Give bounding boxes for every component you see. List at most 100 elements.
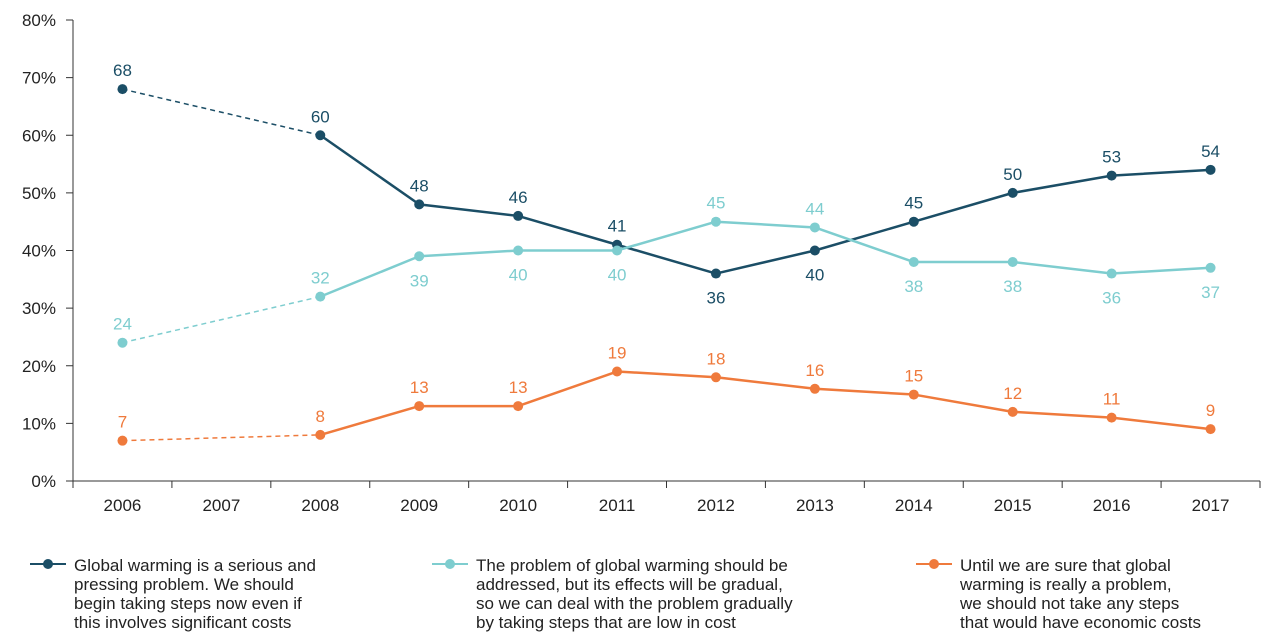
series-line-dashed-segment	[122, 434, 321, 442]
data-label: 60	[311, 107, 330, 126]
legend-label: Until we are sure that global warming is…	[960, 556, 1201, 632]
data-point	[1007, 187, 1018, 198]
data-point	[908, 257, 919, 268]
data-label: 45	[904, 194, 923, 213]
data-point	[513, 210, 524, 221]
data-label: 41	[608, 217, 627, 236]
series-line-dashed-segment	[122, 295, 321, 344]
x-tick-label: 2009	[400, 496, 438, 515]
data-point	[1106, 412, 1117, 423]
x-tick-label: 2017	[1192, 496, 1230, 515]
data-point	[414, 251, 425, 262]
data-label: 7	[118, 413, 127, 432]
data-point	[710, 268, 721, 279]
data-point	[315, 130, 326, 141]
x-tick-label: 2016	[1093, 496, 1131, 515]
data-label: 40	[608, 266, 627, 285]
data-point	[117, 435, 128, 446]
x-tick-label: 2007	[202, 496, 240, 515]
data-point	[513, 245, 524, 256]
series-line-dashed-segment	[122, 88, 321, 136]
data-label: 36	[706, 289, 725, 308]
data-point	[1007, 406, 1018, 417]
data-point	[809, 245, 820, 256]
y-tick-label: 30%	[22, 299, 56, 318]
data-point	[513, 401, 524, 412]
y-tick-label: 40%	[22, 242, 56, 261]
data-label: 44	[805, 199, 824, 218]
data-label: 18	[706, 349, 725, 368]
data-label: 53	[1102, 148, 1121, 167]
data-label: 40	[509, 266, 528, 285]
data-point	[710, 372, 721, 383]
legend-label: Global warming is a serious and pressing…	[74, 556, 316, 632]
data-label: 50	[1003, 165, 1022, 184]
data-point	[315, 291, 326, 302]
data-label: 24	[113, 315, 132, 334]
data-point	[908, 216, 919, 227]
data-point	[612, 366, 623, 377]
data-label: 9	[1206, 401, 1215, 420]
data-point	[612, 245, 623, 256]
legend-item-serious-problem: Global warming is a serious and pressing…	[30, 556, 380, 632]
y-tick-label: 70%	[22, 69, 56, 88]
data-label: 46	[509, 188, 528, 207]
legend-label: The problem of global warming should be …	[476, 556, 793, 632]
data-point	[117, 337, 128, 348]
data-point	[315, 429, 326, 440]
legend-item-no-steps: Until we are sure that global warming is…	[916, 556, 1261, 632]
x-tick-label: 2015	[994, 496, 1032, 515]
orange-line-marker-icon	[916, 559, 952, 569]
data-label: 37	[1201, 283, 1220, 302]
data-point	[1106, 170, 1117, 181]
legend-item-gradual-steps: The problem of global warming should be …	[432, 556, 872, 632]
data-point	[414, 401, 425, 412]
series-line	[319, 134, 1211, 275]
data-label: 38	[1003, 277, 1022, 296]
chart-series-lines	[117, 84, 1216, 446]
data-label: 39	[410, 271, 429, 290]
data-label: 16	[805, 361, 824, 380]
series-line	[319, 220, 1211, 298]
chart-axes: 0% 10% 20% 30% 40% 50% 60% 70% 80% 2006 2007 2008 20…	[22, 11, 1261, 515]
y-tick-label: 60%	[22, 126, 56, 145]
data-point	[1007, 257, 1018, 268]
data-label: 13	[509, 378, 528, 397]
data-label: 48	[410, 176, 429, 195]
x-tick-label: 2006	[104, 496, 142, 515]
data-label: 68	[113, 61, 132, 80]
x-tick-label: 2008	[301, 496, 339, 515]
data-label: 11	[1103, 390, 1121, 409]
light-teal-line-marker-icon	[432, 559, 468, 569]
data-label: 36	[1102, 289, 1121, 308]
y-tick-label: 20%	[22, 357, 56, 376]
x-tick-label: 2014	[895, 496, 933, 515]
data-label: 15	[904, 367, 923, 386]
data-point	[710, 216, 721, 227]
x-tick-label: 2012	[697, 496, 735, 515]
data-label: 38	[904, 277, 923, 296]
x-tick-label: 2013	[796, 496, 834, 515]
data-point	[1106, 268, 1117, 279]
data-label: 54	[1201, 142, 1220, 161]
y-tick-label: 10%	[22, 414, 56, 433]
dark-teal-line-marker-icon	[30, 559, 66, 569]
line-chart: 0% 10% 20% 30% 40% 50% 60% 70% 80% 2006 2007 2008 20…	[22, 11, 1261, 515]
data-point	[414, 199, 425, 210]
series-line	[319, 370, 1211, 437]
data-point	[1205, 262, 1216, 273]
data-point	[1205, 164, 1216, 175]
data-label: 32	[311, 269, 330, 288]
data-label: 13	[410, 378, 429, 397]
data-label: 40	[805, 266, 824, 285]
data-point	[117, 84, 128, 95]
data-label: 8	[316, 407, 325, 426]
data-label: 45	[706, 194, 725, 213]
y-tick-label: 80%	[22, 11, 56, 30]
x-tick-label: 2010	[499, 496, 537, 515]
chart-data-labels: 68 60 48 46 41 36 40 45 50 53 54 24 32 39 40 40 45 44 38 38…	[113, 61, 1220, 432]
data-label: 12	[1003, 384, 1022, 403]
data-point	[1205, 424, 1216, 435]
data-label: 19	[608, 344, 627, 363]
y-tick-label: 0%	[31, 472, 56, 491]
